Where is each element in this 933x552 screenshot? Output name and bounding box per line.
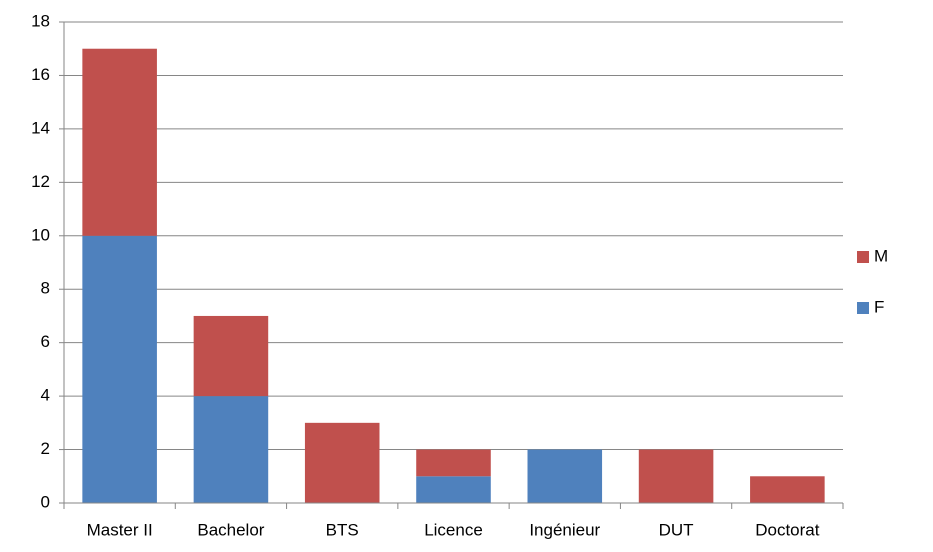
x-tick-label: Master II xyxy=(87,520,153,539)
y-tick-label: 6 xyxy=(41,332,50,351)
bar-segment xyxy=(82,48,157,236)
legend-label: M xyxy=(874,246,888,265)
x-tick-label: Doctorat xyxy=(755,520,820,539)
legend-label: F xyxy=(874,297,884,316)
x-tick-label: BTS xyxy=(326,520,359,539)
legend-swatch xyxy=(857,302,869,314)
bar-segment xyxy=(82,235,157,503)
bar-segment xyxy=(750,476,825,503)
x-tick-label: DUT xyxy=(659,520,694,539)
y-tick-label: 16 xyxy=(31,65,50,84)
y-tick-label: 4 xyxy=(41,386,50,405)
bar-segment xyxy=(193,396,269,503)
x-tick-label: Bachelor xyxy=(197,520,264,539)
y-tick-label: 2 xyxy=(41,439,50,458)
x-tick-label: Licence xyxy=(424,520,483,539)
y-tick-label: 0 xyxy=(41,492,50,511)
bar-segment xyxy=(416,476,491,503)
legend-swatch xyxy=(857,251,869,263)
y-tick-label: 18 xyxy=(31,11,50,30)
y-tick-label: 10 xyxy=(31,225,50,244)
y-tick-label: 14 xyxy=(31,118,50,137)
bar-segment xyxy=(304,422,380,503)
y-tick-label: 8 xyxy=(41,279,50,298)
x-tick-label: Ingénieur xyxy=(529,520,600,539)
y-tick-label: 12 xyxy=(31,172,50,191)
bar-segment xyxy=(193,315,269,397)
bar-segment xyxy=(416,449,491,477)
bar-segment xyxy=(527,449,603,503)
bar-segment xyxy=(638,449,714,503)
